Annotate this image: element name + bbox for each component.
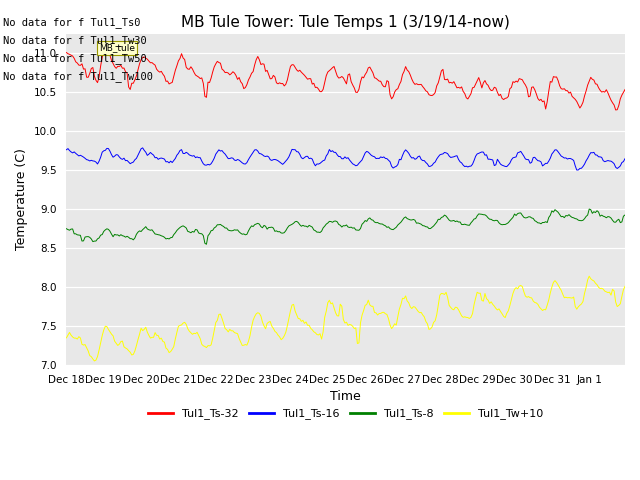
Y-axis label: Temperature (C): Temperature (C)	[15, 148, 28, 251]
Text: MB_tule: MB_tule	[99, 43, 135, 52]
Legend: Tul1_Ts-32, Tul1_Ts-16, Tul1_Ts-8, Tul1_Tw+10: Tul1_Ts-32, Tul1_Ts-16, Tul1_Ts-8, Tul1_…	[144, 404, 547, 424]
Text: No data for f Tul1_Ts0: No data for f Tul1_Ts0	[3, 17, 141, 28]
Text: No data for f Tul1_Tw100: No data for f Tul1_Tw100	[3, 72, 153, 83]
Text: No data for f Tul1_Tw30: No data for f Tul1_Tw30	[3, 35, 147, 46]
Title: MB Tule Tower: Tule Temps 1 (3/19/14-now): MB Tule Tower: Tule Temps 1 (3/19/14-now…	[181, 15, 510, 30]
X-axis label: Time: Time	[330, 390, 361, 403]
Text: No data for f Tul1_Tw50: No data for f Tul1_Tw50	[3, 53, 147, 64]
